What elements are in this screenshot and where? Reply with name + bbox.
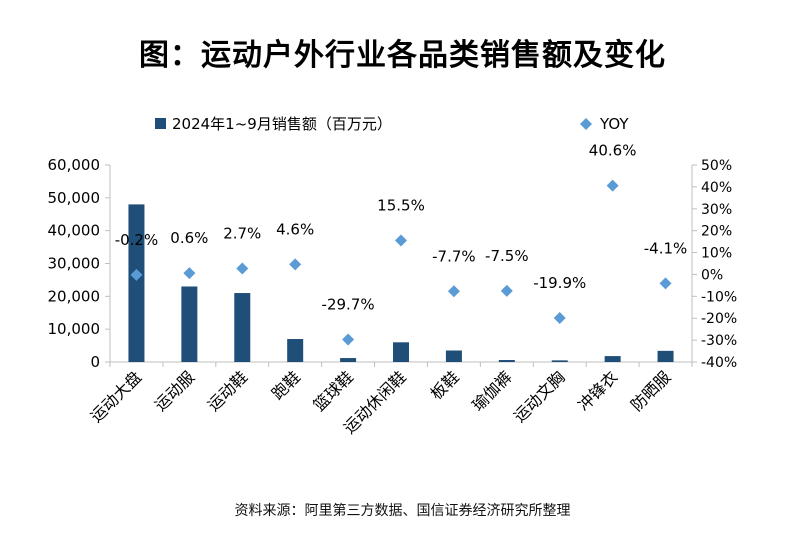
right-tick-label: -40% <box>701 355 737 371</box>
bar <box>128 204 145 362</box>
category-label: 板鞋 <box>427 367 463 403</box>
category-label: 运动鞋 <box>204 367 251 414</box>
right-tick-label: 30% <box>701 202 732 218</box>
yoy-point <box>130 268 143 281</box>
yoy-label: 40.6% <box>589 142 637 160</box>
category-label: 瑜伽裤 <box>468 367 515 414</box>
yoy-point <box>395 234 407 247</box>
chart-title: 图：运动户外行业各品类销售额及变化 <box>139 38 666 73</box>
yoy-label: -29.7% <box>322 295 375 313</box>
legend-label-yoy: YOY <box>599 115 629 133</box>
right-tick-label: 40% <box>701 180 732 196</box>
category-label: 跑鞋 <box>268 367 304 403</box>
category-label: 运动服 <box>151 367 198 414</box>
yoy-point <box>659 277 672 290</box>
left-tick-label: 20,000 <box>48 287 101 305</box>
category-label: 防晒服 <box>627 367 674 414</box>
right-tick-label: 50% <box>701 158 732 174</box>
yoy-point <box>606 179 619 192</box>
bar <box>498 360 515 362</box>
left-tick-label: 50,000 <box>48 189 101 207</box>
bar <box>604 356 621 362</box>
category-label: 运动文胸 <box>510 367 569 426</box>
yoy-label: -7.7% <box>432 247 476 265</box>
left-tick-label: 40,000 <box>48 222 101 240</box>
yoy-label: -0.2% <box>115 231 159 249</box>
legend-swatch-sales <box>155 118 166 129</box>
bar <box>234 293 251 362</box>
bar <box>657 350 674 362</box>
yoy-point <box>500 284 513 297</box>
yoy-point <box>342 333 355 346</box>
bar <box>287 339 304 362</box>
right-tick-label: -30% <box>701 333 737 349</box>
yoy-label: 0.6% <box>170 229 208 247</box>
yoy-label: 15.5% <box>377 197 425 215</box>
right-tick-label: 10% <box>701 246 732 262</box>
legend-swatch-yoy <box>580 118 592 130</box>
yoy-label: 4.6% <box>276 220 314 238</box>
yoy-point <box>289 258 302 271</box>
bar <box>445 350 462 362</box>
left-tick-label: 0 <box>90 353 100 371</box>
bar <box>551 360 568 362</box>
bar <box>393 342 409 362</box>
category-label: 冲锋衣 <box>574 367 621 414</box>
yoy-label: -4.1% <box>644 239 688 257</box>
bar <box>181 286 198 362</box>
category-label: 篮球鞋 <box>310 367 357 414</box>
yoy-point <box>447 285 460 298</box>
yoy-point <box>236 262 249 275</box>
right-tick-label: -20% <box>701 311 737 327</box>
right-tick-label: 0% <box>701 267 723 283</box>
left-tick-label: 60,000 <box>48 156 101 174</box>
yoy-label: -19.9% <box>533 274 586 292</box>
source-note: 资料来源：阿里第三方数据、国信证券经济研究所整理 <box>234 503 571 519</box>
right-tick-label: -10% <box>701 289 737 305</box>
bar <box>340 358 357 362</box>
left-tick-label: 30,000 <box>48 255 101 273</box>
yoy-point <box>183 267 196 280</box>
yoy-label: -7.5% <box>485 247 529 265</box>
right-tick-label: 20% <box>701 224 732 240</box>
left-tick-label: 10,000 <box>48 320 101 338</box>
yoy-point <box>553 312 566 325</box>
category-label: 运动大盘 <box>87 367 146 426</box>
legend-label-sales: 2024年1~9月销售额（百万元） <box>172 115 392 133</box>
yoy-label: 2.7% <box>223 225 261 243</box>
